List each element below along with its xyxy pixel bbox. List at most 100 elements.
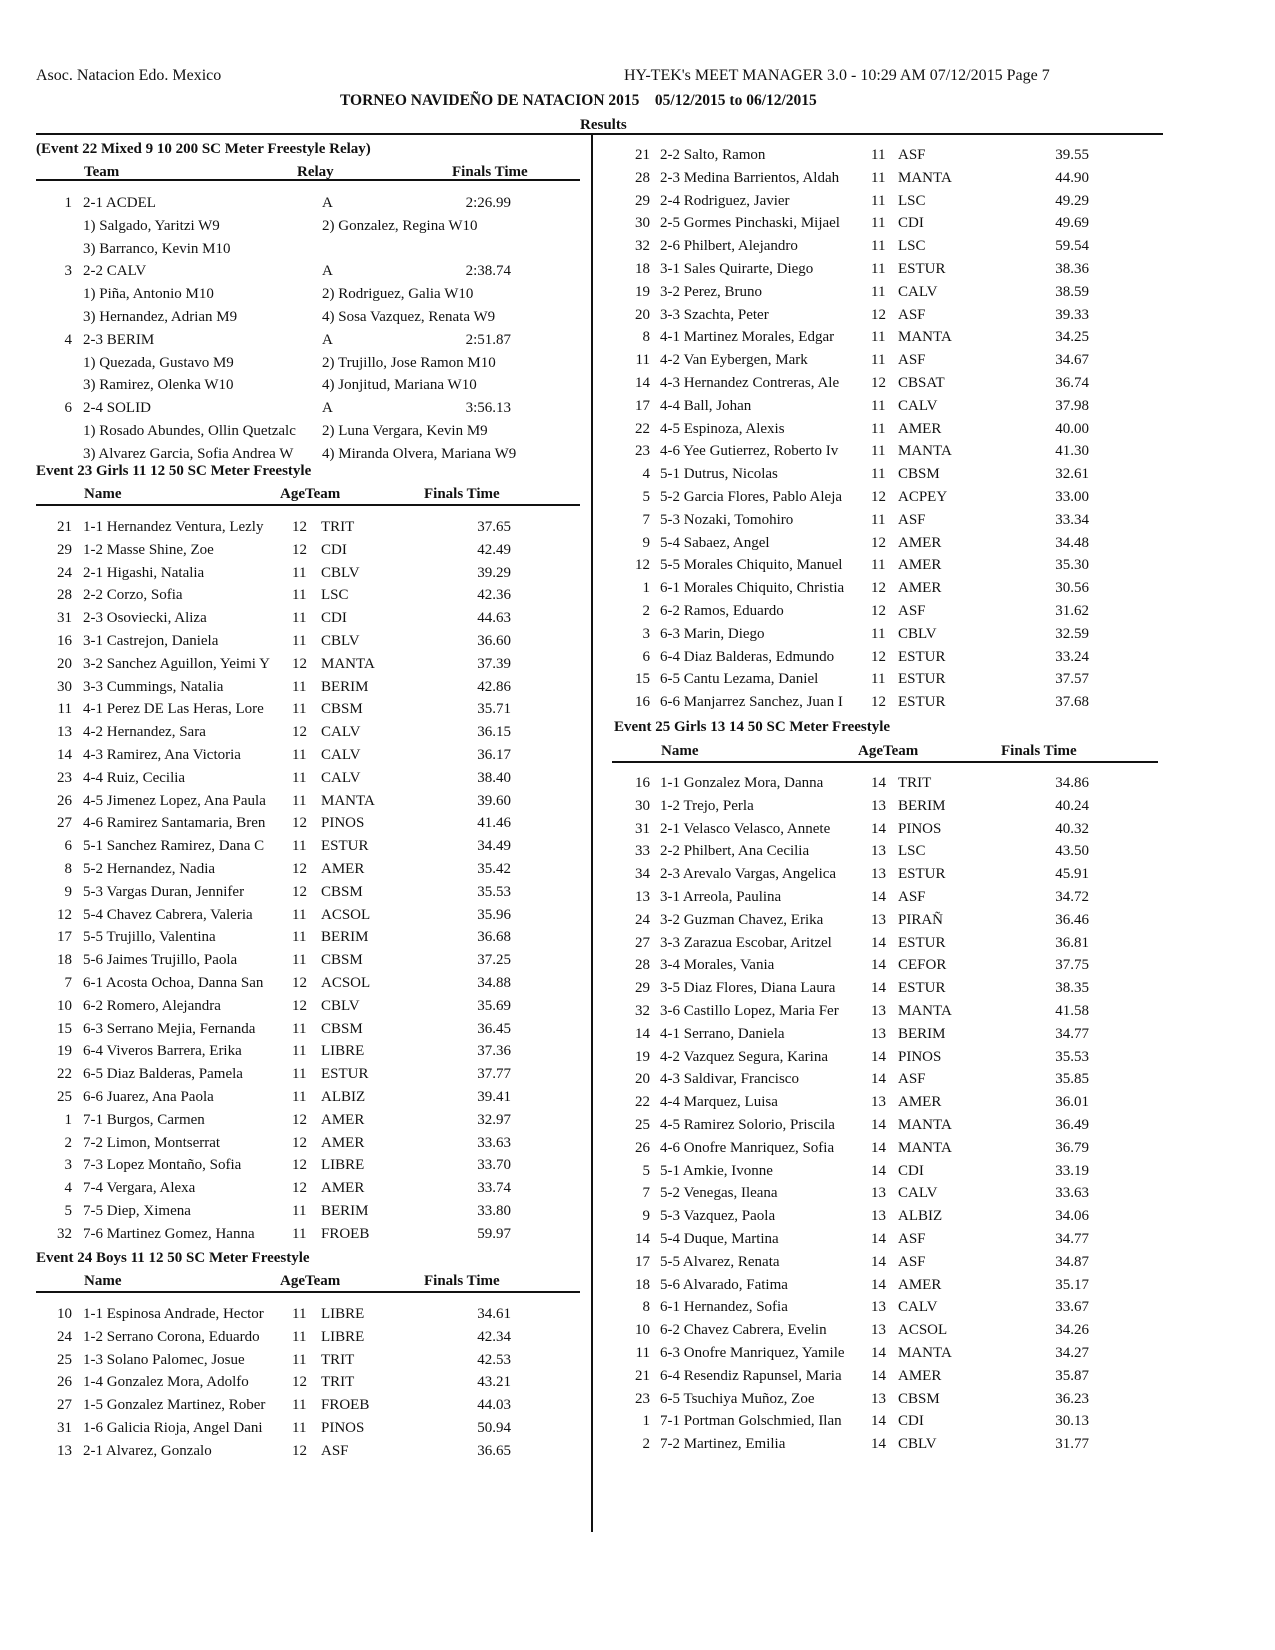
- team: PIRAÑ: [898, 911, 944, 928]
- relay-swimmer: 4) Miranda Olvera, Mariana W9: [322, 445, 517, 462]
- place: 26: [57, 1374, 72, 1391]
- org-name: Asoc. Natacion Edo. Mexico: [36, 67, 222, 84]
- age: 11: [292, 1020, 307, 1037]
- team: PINOS: [321, 1420, 365, 1436]
- age: 12: [292, 1442, 307, 1459]
- team: ALBIZ: [321, 1089, 366, 1105]
- swimmer-name: 6-4 Viveros Barrera, Erika: [83, 1043, 242, 1060]
- team: ASF: [321, 1442, 349, 1459]
- place: 10: [57, 997, 72, 1014]
- finals-time: 35.71: [477, 701, 511, 718]
- header-underline: [36, 504, 580, 506]
- team: CDI: [898, 215, 924, 232]
- swimmer-name: 6-1 Hernandez, Sofia: [660, 1299, 788, 1316]
- team: ACSOL: [898, 1322, 948, 1339]
- column-header-finals-time: Finals Time: [424, 486, 500, 502]
- age: 11: [292, 564, 307, 581]
- team: CBSM: [898, 1390, 940, 1407]
- place: 19: [635, 1048, 650, 1065]
- place: 28: [635, 957, 650, 974]
- place: 22: [635, 1094, 650, 1111]
- relay-letter: A: [322, 195, 333, 211]
- finals-time: 33.63: [477, 1134, 511, 1151]
- age: 11: [871, 169, 886, 186]
- relay-team: 2-3 BERIM: [83, 331, 155, 348]
- finals-time: 37.77: [477, 1066, 511, 1083]
- team: CALV: [898, 397, 938, 414]
- age: 11: [871, 625, 886, 642]
- finals-time: 33.19: [1055, 1162, 1089, 1179]
- finals-time: 42.86: [477, 678, 511, 695]
- age: 11: [871, 397, 886, 414]
- age: 14: [871, 1162, 886, 1179]
- swimmer-name: 1-1 Gonzalez Mora, Danna: [660, 775, 824, 791]
- place: 16: [635, 775, 650, 791]
- place: 6: [64, 400, 73, 417]
- place: 2: [642, 1436, 651, 1453]
- swimmer-name: 7-5 Diep, Ximena: [83, 1203, 191, 1219]
- age: 14: [871, 1276, 886, 1293]
- place: 34: [635, 866, 650, 883]
- finals-time: 37.75: [1055, 957, 1089, 974]
- swimmer-name: 4-6 Yee Gutierrez, Roberto Iv: [660, 443, 839, 460]
- swimmer-name: 2-1 Higashi, Natalia: [83, 564, 205, 581]
- age: 11: [292, 1203, 307, 1219]
- team: FROEB: [321, 1225, 370, 1242]
- place: 18: [635, 261, 650, 277]
- age: 11: [292, 1225, 307, 1242]
- finals-time: 37.39: [477, 655, 511, 672]
- team: CBSM: [321, 1020, 363, 1037]
- team: ASF: [898, 1253, 926, 1270]
- swimmer-name: 3-1 Sales Quirarte, Diego: [660, 261, 814, 277]
- finals-time: 34.49: [477, 838, 511, 855]
- relay-swimmer: 1) Rosado Abundes, Ollin Quetzalc: [83, 423, 296, 439]
- place: 9: [642, 534, 651, 551]
- place: 5: [64, 1203, 73, 1219]
- swimmer-name: 4-6 Ramirez Santamaria, Bren: [83, 815, 266, 832]
- finals-time: 33.63: [1055, 1185, 1089, 1202]
- age: 11: [292, 792, 307, 809]
- team: ESTUR: [321, 838, 369, 855]
- place: 24: [57, 1328, 72, 1345]
- age: 11: [292, 1328, 307, 1345]
- place: 17: [635, 1253, 650, 1270]
- team: AMER: [321, 1180, 365, 1197]
- finals-time: 37.98: [1055, 397, 1089, 414]
- swimmer-name: 2-2 Salto, Ramon: [660, 147, 766, 163]
- finals-time: 36.17: [477, 747, 511, 763]
- age: 14: [871, 820, 886, 837]
- team: ESTUR: [898, 671, 946, 688]
- finals-time: 49.69: [1055, 215, 1089, 232]
- team: ASF: [898, 352, 926, 369]
- team: CDI: [898, 1413, 924, 1430]
- header-underline: [36, 1291, 580, 1293]
- column-header-team: Team: [84, 164, 120, 180]
- column-header-finals-time: Finals Time: [452, 164, 528, 180]
- swimmer-name: 4-5 Espinoza, Alexis: [660, 420, 785, 437]
- team: FROEB: [321, 1397, 370, 1414]
- team: LSC: [321, 587, 349, 604]
- finals-time: 35.87: [1055, 1367, 1089, 1384]
- place: 14: [635, 1025, 650, 1042]
- team: AMER: [898, 557, 942, 574]
- relay-letter: A: [322, 263, 333, 280]
- age: 11: [871, 557, 886, 574]
- swimmer-name: 5-6 Jaimes Trujillo, Paola: [83, 952, 238, 969]
- header-underline: [36, 179, 580, 181]
- place: 1: [642, 580, 651, 597]
- finals-time: 44.03: [477, 1397, 511, 1414]
- swimmer-name: 2-6 Philbert, Alejandro: [660, 238, 798, 255]
- team: CBSM: [321, 883, 363, 900]
- age: 12: [292, 861, 307, 877]
- team: CALV: [898, 1185, 938, 1202]
- relay-swimmer: 3) Ramirez, Olenka W10: [83, 377, 234, 394]
- team: ESTUR: [898, 648, 946, 665]
- swimmer-name: 6-5 Diaz Balderas, Pamela: [83, 1066, 243, 1083]
- age: 11: [292, 906, 307, 923]
- team: TRIT: [321, 1351, 355, 1368]
- age: 12: [292, 724, 307, 741]
- age: 12: [871, 306, 886, 323]
- finals-time: 42.53: [477, 1351, 511, 1368]
- age: 11: [871, 671, 886, 688]
- finals-time: 35.53: [477, 883, 511, 900]
